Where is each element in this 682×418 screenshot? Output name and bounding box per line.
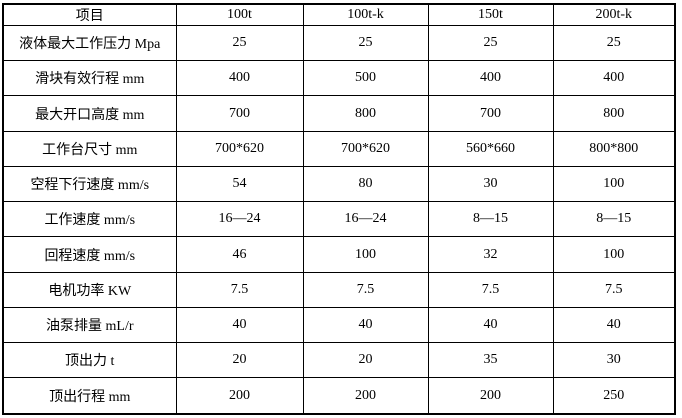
value-cell: 700*620 (175, 130, 304, 167)
value-cell: 800*800 (552, 130, 676, 167)
value-cell: 800 (302, 95, 429, 132)
value-cell: 25 (175, 24, 304, 62)
table-row: 空程下行速度 mm/s 54 80 30 100 (2, 165, 676, 203)
table-row: 滑块有效行程 mm 400 500 400 400 (2, 60, 676, 97)
row-label: 工作台尺寸 mm (2, 130, 177, 167)
value-cell: 40 (175, 306, 304, 344)
value-cell: 40 (552, 306, 676, 344)
value-cell: 100 (552, 236, 676, 273)
value-cell: 800 (552, 95, 676, 132)
table-row: 工作速度 mm/s 16—24 16—24 8—15 8—15 (2, 201, 676, 238)
header-cell-model: 100t-k (302, 3, 429, 26)
value-cell: 700 (427, 95, 554, 132)
value-cell: 16—24 (302, 201, 429, 238)
row-label: 工作速度 mm/s (2, 201, 177, 238)
value-cell: 7.5 (427, 271, 554, 308)
value-cell: 20 (175, 342, 304, 379)
value-cell: 700*620 (302, 130, 429, 167)
value-cell: 25 (552, 24, 676, 62)
value-cell: 8—15 (427, 201, 554, 238)
value-cell: 54 (175, 165, 304, 203)
value-cell: 100 (302, 236, 429, 273)
spec-table-body: 液体最大工作压力 Mpa 25 25 25 25 滑块有效行程 mm 400 500 400 40… (2, 24, 676, 415)
value-cell: 40 (427, 306, 554, 344)
row-label: 回程速度 mm/s (2, 236, 177, 273)
row-label: 滑块有效行程 mm (2, 60, 177, 97)
value-cell: 30 (427, 165, 554, 203)
value-cell: 500 (302, 60, 429, 97)
value-cell: 400 (552, 60, 676, 97)
value-cell: 35 (427, 342, 554, 379)
spec-table: 项目 100t 100t-k 150t 200t-k 液体最大工作压力 Mpa 25 25 2… (2, 3, 676, 415)
table-row: 油泵排量 mL/r 40 40 40 40 (2, 306, 676, 344)
value-cell: 700 (175, 95, 304, 132)
value-cell: 46 (175, 236, 304, 273)
row-label: 油泵排量 mL/r (2, 306, 177, 344)
value-cell: 200 (427, 377, 554, 415)
row-label: 电机功率 KW (2, 271, 177, 308)
value-cell: 25 (427, 24, 554, 62)
value-cell: 200 (175, 377, 304, 415)
value-cell: 30 (552, 342, 676, 379)
value-cell: 7.5 (302, 271, 429, 308)
table-row: 最大开口高度 mm 700 800 700 800 (2, 95, 676, 132)
table-row: 顶出力 t 20 20 35 30 (2, 342, 676, 379)
header-cell-model: 200t-k (552, 3, 676, 26)
header-cell-model: 100t (175, 3, 304, 26)
value-cell: 250 (552, 377, 676, 415)
value-cell: 20 (302, 342, 429, 379)
table-row: 顶出行程 mm 200 200 200 250 (2, 377, 676, 415)
value-cell: 200 (302, 377, 429, 415)
value-cell: 8—15 (552, 201, 676, 238)
value-cell: 40 (302, 306, 429, 344)
value-cell: 7.5 (552, 271, 676, 308)
row-label: 空程下行速度 mm/s (2, 165, 177, 203)
row-label: 顶出力 t (2, 342, 177, 379)
table-row: 工作台尺寸 mm 700*620 700*620 560*660 800*800 (2, 130, 676, 167)
value-cell: 80 (302, 165, 429, 203)
header-cell-model: 150t (427, 3, 554, 26)
value-cell: 400 (175, 60, 304, 97)
value-cell: 400 (427, 60, 554, 97)
row-label: 顶出行程 mm (2, 377, 177, 415)
value-cell: 32 (427, 236, 554, 273)
value-cell: 7.5 (175, 271, 304, 308)
row-label: 液体最大工作压力 Mpa (2, 24, 177, 62)
table-row: 回程速度 mm/s 46 100 32 100 (2, 236, 676, 273)
value-cell: 16—24 (175, 201, 304, 238)
header-cell-item: 项目 (2, 3, 177, 26)
table-row: 电机功率 KW 7.5 7.5 7.5 7.5 (2, 271, 676, 308)
table-row: 液体最大工作压力 Mpa 25 25 25 25 (2, 24, 676, 62)
header-row: 项目 100t 100t-k 150t 200t-k (2, 3, 676, 26)
value-cell: 100 (552, 165, 676, 203)
value-cell: 560*660 (427, 130, 554, 167)
value-cell: 25 (302, 24, 429, 62)
row-label: 最大开口高度 mm (2, 95, 177, 132)
